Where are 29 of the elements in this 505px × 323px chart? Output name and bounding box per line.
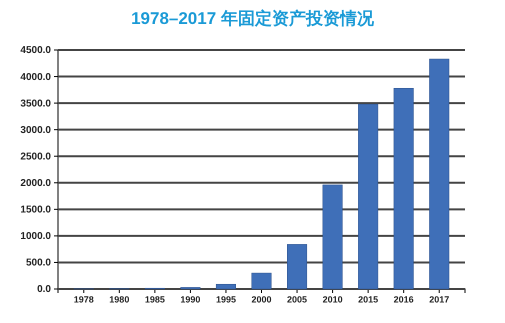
x-tick-label: 2005	[287, 294, 308, 304]
x-tick-label: 2010	[322, 294, 343, 304]
bar	[358, 104, 378, 290]
y-tick-label: 4500.0	[20, 45, 52, 56]
y-tick-label: 1500.0	[20, 204, 52, 216]
x-tick-label: 2000	[251, 294, 272, 304]
x-tick-label: 1980	[109, 294, 130, 304]
y-tick-label: 2000.0	[20, 178, 52, 189]
y-tick-label: 2500.0	[20, 151, 52, 162]
y-tick-label: 1000.0	[20, 231, 52, 242]
bar	[287, 244, 308, 290]
y-tick-label: 500.0	[26, 258, 52, 269]
bar	[429, 58, 450, 290]
bar	[394, 88, 414, 290]
bar	[322, 184, 343, 290]
bar	[216, 284, 236, 290]
x-tick-label: 2015	[358, 294, 378, 304]
x-tick-label: 1990	[180, 294, 200, 304]
x-tick-label: 2016	[394, 294, 414, 304]
chart-title: 1978–2017 年固定资产投资情况	[131, 9, 375, 28]
x-tick-label: 1978	[74, 294, 94, 304]
x-tick-label: 1985	[144, 294, 165, 304]
y-tick-label: 3500.0	[20, 98, 52, 110]
x-tick-label: 1995	[216, 294, 236, 304]
bar	[251, 272, 272, 290]
y-tick-label: 3000.0	[20, 124, 52, 136]
x-tick-label: 2017	[429, 294, 450, 304]
y-tick-label: 4000.0	[20, 72, 52, 83]
y-tick-label: 0.0	[37, 284, 52, 296]
